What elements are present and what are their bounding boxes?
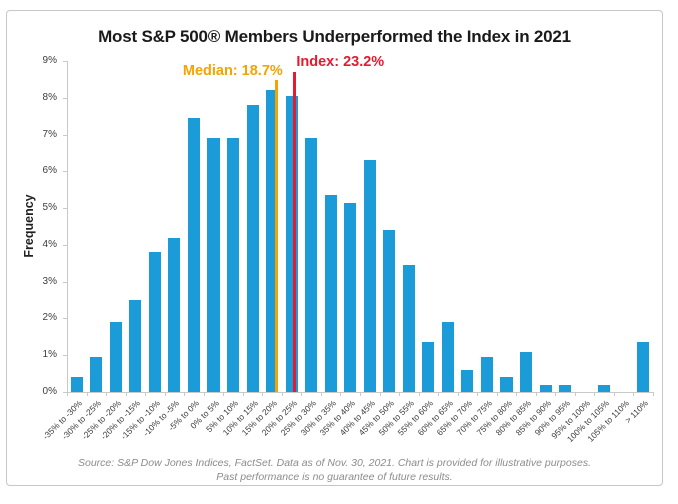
x-tick-mark <box>184 392 186 396</box>
x-tick-mark <box>360 392 361 396</box>
y-tick-mark <box>63 97 67 99</box>
x-tick-mark <box>340 392 342 396</box>
y-tick-mark <box>63 281 67 283</box>
x-tick-mark <box>633 392 635 396</box>
y-tick-mark <box>63 355 67 357</box>
histogram-bar <box>480 357 494 392</box>
y-tick-label: 6% <box>42 165 57 177</box>
histogram-bar <box>519 351 533 392</box>
x-tick-mark <box>223 392 225 396</box>
x-tick-mark <box>145 392 147 396</box>
y-tick-label: 3% <box>42 275 57 287</box>
chart-card: Most S&P 500® Members Underperformed the… <box>6 10 663 486</box>
histogram-bar <box>637 342 650 392</box>
x-tick-mark <box>86 392 88 396</box>
x-tick-mark <box>399 392 401 396</box>
x-tick-mark <box>320 392 322 396</box>
x-tick-mark <box>438 392 440 396</box>
x-tick-mark <box>457 392 459 396</box>
histogram-bar <box>305 138 318 392</box>
histogram-bar <box>187 118 201 392</box>
histogram-bar <box>422 342 435 392</box>
histogram-bar <box>207 138 220 392</box>
y-tick-mark <box>63 61 67 62</box>
x-tick-mark <box>281 392 283 396</box>
x-tick-mark <box>496 392 498 396</box>
chart-title: Most S&P 500® Members Underperformed the… <box>98 27 571 46</box>
x-tick-mark <box>67 392 68 396</box>
source-note: Source: S&P Dow Jones Indices, FactSet. … <box>7 456 662 484</box>
x-tick-mark <box>653 392 654 396</box>
x-tick-mark <box>555 392 557 396</box>
histogram-bar <box>246 105 259 392</box>
y-tick-label: 4% <box>42 238 57 250</box>
histogram-bar <box>461 369 474 392</box>
x-tick-mark <box>516 392 518 396</box>
y-tick-label: 1% <box>42 349 57 361</box>
x-tick-mark <box>535 392 537 396</box>
histogram-bar <box>598 384 611 392</box>
y-tick-label: 5% <box>42 202 57 214</box>
index-line <box>292 72 296 392</box>
histogram-bar <box>168 237 181 392</box>
median-line <box>275 80 279 392</box>
x-tick-mark <box>203 392 205 396</box>
y-tick-label: 0% <box>42 386 57 397</box>
histogram-bar <box>402 265 415 392</box>
x-tick-mark <box>262 392 264 396</box>
x-tick-mark <box>594 392 596 396</box>
histogram-bar <box>539 384 552 392</box>
y-tick-label: 8% <box>42 91 57 103</box>
histogram-bar <box>559 384 572 392</box>
histogram-bar <box>90 357 103 392</box>
y-tick-mark <box>63 318 67 320</box>
histogram-bar <box>129 300 142 392</box>
x-tick-mark <box>418 392 420 396</box>
histogram-bar <box>109 322 122 392</box>
y-tick-mark <box>63 134 67 136</box>
histogram-bar <box>324 195 337 392</box>
x-tick-mark <box>125 392 127 396</box>
y-tick-label: 7% <box>42 128 57 140</box>
y-tick-mark <box>63 244 67 246</box>
histogram-bar <box>266 90 279 392</box>
x-tick-mark <box>613 392 615 396</box>
source-line-1: Source: S&P Dow Jones Indices, FactSet. … <box>78 457 591 469</box>
x-tick-mark <box>164 392 166 396</box>
histogram-bar <box>344 202 357 392</box>
histogram-chart: Most S&P 500® Members Underperformed the… <box>7 11 662 485</box>
x-tick-mark <box>301 392 303 396</box>
histogram-bar <box>226 138 240 392</box>
histogram-bar <box>500 377 513 392</box>
y-tick-label: 2% <box>42 312 57 324</box>
histogram-bar <box>363 160 376 392</box>
histogram-bar <box>70 377 83 392</box>
y-tick-mark <box>63 392 67 393</box>
y-tick-mark <box>63 171 67 173</box>
y-tick-label: 9% <box>42 55 57 66</box>
x-tick-mark <box>242 392 244 396</box>
histogram-bar <box>383 230 396 392</box>
x-tick-mark <box>477 392 479 396</box>
x-tick-mark <box>379 392 381 396</box>
x-tick-mark <box>106 392 108 396</box>
histogram-bar <box>441 322 454 392</box>
median-annotation-label: Median: 18.7% <box>182 63 283 79</box>
x-tick-mark <box>574 392 576 396</box>
histogram-bar <box>148 252 161 392</box>
y-tick-mark <box>63 208 67 210</box>
index-annotation-label: Index: 23.2% <box>296 54 385 70</box>
source-line-2: Past performance is no guarantee of futu… <box>216 471 453 483</box>
